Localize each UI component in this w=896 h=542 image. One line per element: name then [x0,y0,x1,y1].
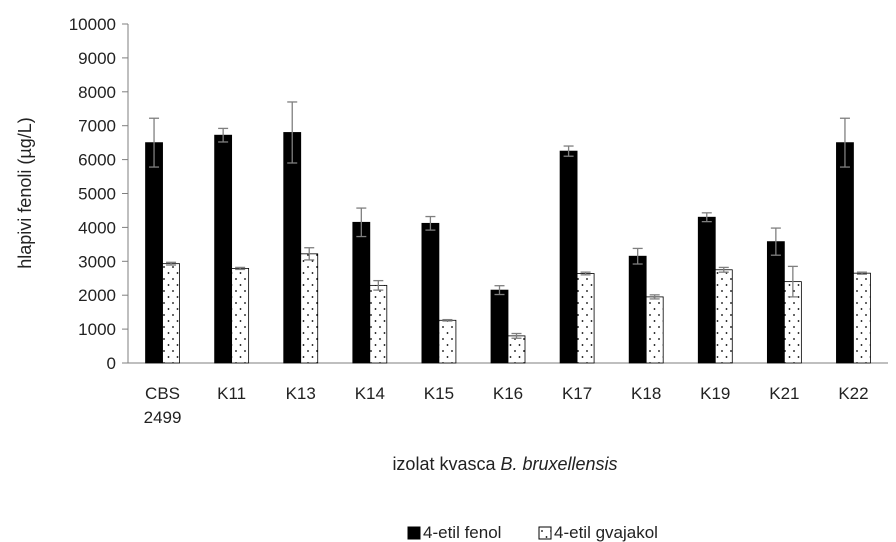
y-tick-label: 6000 [78,151,116,170]
x-tick-label-cbs-2499: CBS 2499 [144,384,182,427]
error-bar-4-etil-fenol-k19 [701,212,712,223]
bar-4-etil-gvajakol-k14 [369,284,388,364]
error-bar-4-etil-gvajakol-k22 [856,271,867,275]
error-bar-4-etil-fenol-cbs-2499 [149,117,160,168]
bar-4-etil-fenol-k14 [352,221,371,364]
error-bar-4-etil-fenol-k14 [356,207,367,238]
error-bar-4-etil-fenol-k15 [425,215,436,231]
bar-4-etil-gvajakol-k22 [853,272,871,364]
y-axis: 0 1000 2000 3000 4000 5000 6000 7000 8000 9000 100… [69,15,129,373]
x-tick-label-line: K16 [493,384,523,403]
error-bar-4-etil-gvajakol-k16 [511,332,522,339]
bar-4-etil-gvajakol-k19 [714,269,733,364]
error-bar-4-etil-gvajakol-k21 [787,265,798,298]
x-tick-label-line: K11 [217,384,246,403]
error-bar-4-etil-gvajakol-k19 [718,266,729,273]
error-bars [149,101,867,339]
y-tick-label: 2000 [78,286,116,305]
error-bar-4-etil-gvajakol-k15 [442,318,453,322]
bar-4-etil-gvajakol-cbs-2499 [162,263,180,364]
bar-4-etil-fenol-k15 [421,222,440,364]
x-tick-label-k15: K15 [424,384,454,403]
y-tick-label: 7000 [78,117,116,136]
y-tick-label: 1000 [78,320,116,339]
x-tick-label-k19: K19 [700,384,730,403]
x-tick-label-line: K13 [286,384,316,403]
error-bar-4-etil-gvajakol-k13 [304,247,315,261]
x-axis-title-species: B. bruxellensis [500,454,617,474]
x-tick-label-k21: K21 [769,384,799,403]
legend-swatch-4-etil-gvajakol [538,526,552,540]
bar-4-etil-gvajakol-k16 [507,335,526,364]
bar-4-etil-gvajakol-k13 [300,253,319,364]
x-tick-label-line: 2499 [144,408,182,427]
y-tick-label: 3000 [78,252,116,271]
error-bar-4-etil-fenol-k17 [563,145,574,157]
x-tick-label-line: K22 [838,384,868,403]
x-axis-title-prefix: izolat kvasca [392,454,500,474]
legend-label-4-etil-gvajakol: 4-etil gvajakol [554,523,658,542]
bars [145,132,871,364]
bar-4-etil-gvajakol-k15 [438,319,457,364]
legend-label-4-etil-fenol: 4-etil fenol [423,523,501,542]
x-axis: CBS 2499 K11 K13 K14 K15 K16 K17 K18 K19 K21 K22 [128,362,888,427]
x-tick-label-line: K14 [355,384,385,403]
bar-4-etil-fenol-k17 [559,150,578,364]
bar-4-etil-gvajakol-k17 [576,273,595,364]
x-tick-label-k14: K14 [355,384,385,403]
x-tick-label-line: K18 [631,384,661,403]
error-bar-4-etil-gvajakol-k18 [649,294,660,300]
legend: 4-etil fenol 4-etil gvajakol [407,523,658,542]
x-tick-label-line: CBS [145,384,180,403]
x-tick-label-line: K15 [424,384,454,403]
x-tick-label-k17: K17 [562,384,592,403]
x-axis-title: izolat kvasca B. bruxellensis [392,454,617,474]
x-tick-label-k11: K11 [217,384,246,403]
x-tick-label-k18: K18 [631,384,661,403]
error-bar-4-etil-gvajakol-k17 [580,271,591,276]
x-tick-label-line: K17 [562,384,592,403]
y-tick-label: 5000 [78,185,116,204]
y-tick-label: 10000 [69,15,116,34]
legend-item-4-etil-gvajakol: 4-etil gvajakol [538,523,658,542]
x-tick-label-k22: K22 [838,384,868,403]
error-bar-4-etil-fenol-k11 [218,127,229,143]
y-axis-title: hlapivi fenoli (µg/L) [15,117,35,268]
bar-4-etil-fenol-k21 [766,241,785,364]
legend-item-4-etil-fenol: 4-etil fenol [407,523,501,542]
error-bar-4-etil-gvajakol-cbs-2499 [166,261,177,266]
bar-4-etil-gvajakol-k11 [231,268,250,364]
bar-4-etil-gvajakol-k18 [645,296,664,364]
x-tick-label-line: K21 [769,384,799,403]
bar-4-etil-fenol-cbs-2499 [145,142,163,364]
y-tick-label: 9000 [78,49,116,68]
legend-swatch-4-etil-fenol [407,526,421,540]
x-tick-label-k16: K16 [493,384,523,403]
error-bar-4-etil-gvajakol-k14 [373,279,384,291]
bar-4-etil-fenol-k16 [490,289,509,364]
bar-4-etil-fenol-k11 [214,134,233,364]
bar-4-etil-fenol-k22 [836,142,854,364]
bar-4-etil-fenol-k18 [628,255,647,364]
y-tick-label: 0 [107,354,116,373]
error-bar-4-etil-fenol-k21 [770,227,781,256]
error-bar-4-etil-fenol-k13 [287,101,298,164]
error-bar-4-etil-gvajakol-k11 [235,266,246,271]
x-tick-label-line: K19 [700,384,730,403]
y-tick-label: 4000 [78,218,116,237]
error-bar-4-etil-fenol-k22 [839,117,850,168]
x-tick-label-k13: K13 [286,384,316,403]
error-bar-4-etil-fenol-k16 [494,285,505,296]
bar-4-etil-fenol-k19 [697,216,716,364]
error-bar-4-etil-fenol-k18 [632,247,643,265]
y-tick-label: 8000 [78,83,116,102]
bar-4-etil-fenol-k13 [283,132,302,364]
